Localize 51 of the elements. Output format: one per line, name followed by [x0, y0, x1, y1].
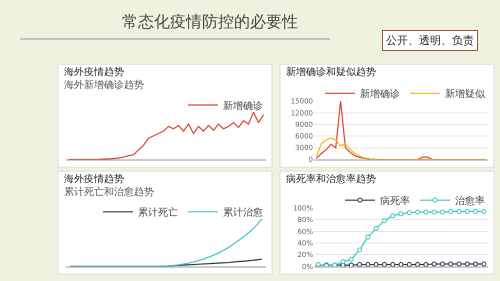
line-series	[316, 137, 486, 160]
point	[473, 209, 478, 214]
chart-title: 病死率和治愈率趋势	[286, 173, 376, 185]
point	[348, 256, 354, 262]
legend-label: 新增确诊	[360, 88, 400, 100]
point	[406, 262, 412, 266]
point	[398, 211, 404, 216]
point	[440, 261, 445, 266]
point	[348, 262, 354, 266]
text: 常态化疫情防控的必要性	[122, 12, 298, 31]
point	[481, 209, 486, 214]
point	[481, 261, 486, 266]
point	[456, 209, 462, 214]
legend-label: 新增疑似	[445, 88, 485, 100]
point	[423, 262, 428, 266]
point	[374, 226, 379, 231]
point	[464, 261, 470, 266]
legend-label: 累计治愈	[223, 206, 263, 219]
point	[415, 262, 420, 266]
point	[406, 210, 412, 216]
legend-label: 新增确诊	[223, 100, 263, 112]
point	[357, 262, 362, 266]
point	[432, 261, 437, 266]
point	[464, 209, 470, 214]
chart-title: 新增确诊和疑似趋势	[286, 66, 376, 78]
chart-title: 海外疫情趋势	[64, 173, 124, 185]
point	[432, 210, 437, 215]
point	[390, 262, 396, 266]
chart-subtitle: 累计死亡和治愈趋势	[64, 186, 154, 198]
legend-label: 累计死亡	[138, 206, 178, 219]
point	[415, 210, 420, 215]
point	[456, 261, 462, 266]
point	[374, 262, 379, 266]
point	[340, 259, 346, 264]
point	[448, 209, 454, 214]
point	[382, 218, 387, 224]
point	[423, 210, 428, 215]
legend-label: 病死率	[380, 195, 410, 208]
point	[365, 234, 370, 240]
point	[365, 262, 370, 266]
point	[398, 262, 404, 266]
point	[440, 210, 445, 215]
point	[382, 262, 387, 266]
legend-label: 治愈率	[455, 195, 485, 208]
point	[473, 261, 478, 266]
chart-subtitle: 海外新增确诊趋势	[64, 79, 144, 91]
point	[448, 261, 454, 266]
chart-title: 海外疫情趋势	[64, 66, 124, 78]
point	[357, 247, 362, 252]
point	[390, 213, 396, 218]
text: 公开、透明、负责	[386, 34, 474, 47]
